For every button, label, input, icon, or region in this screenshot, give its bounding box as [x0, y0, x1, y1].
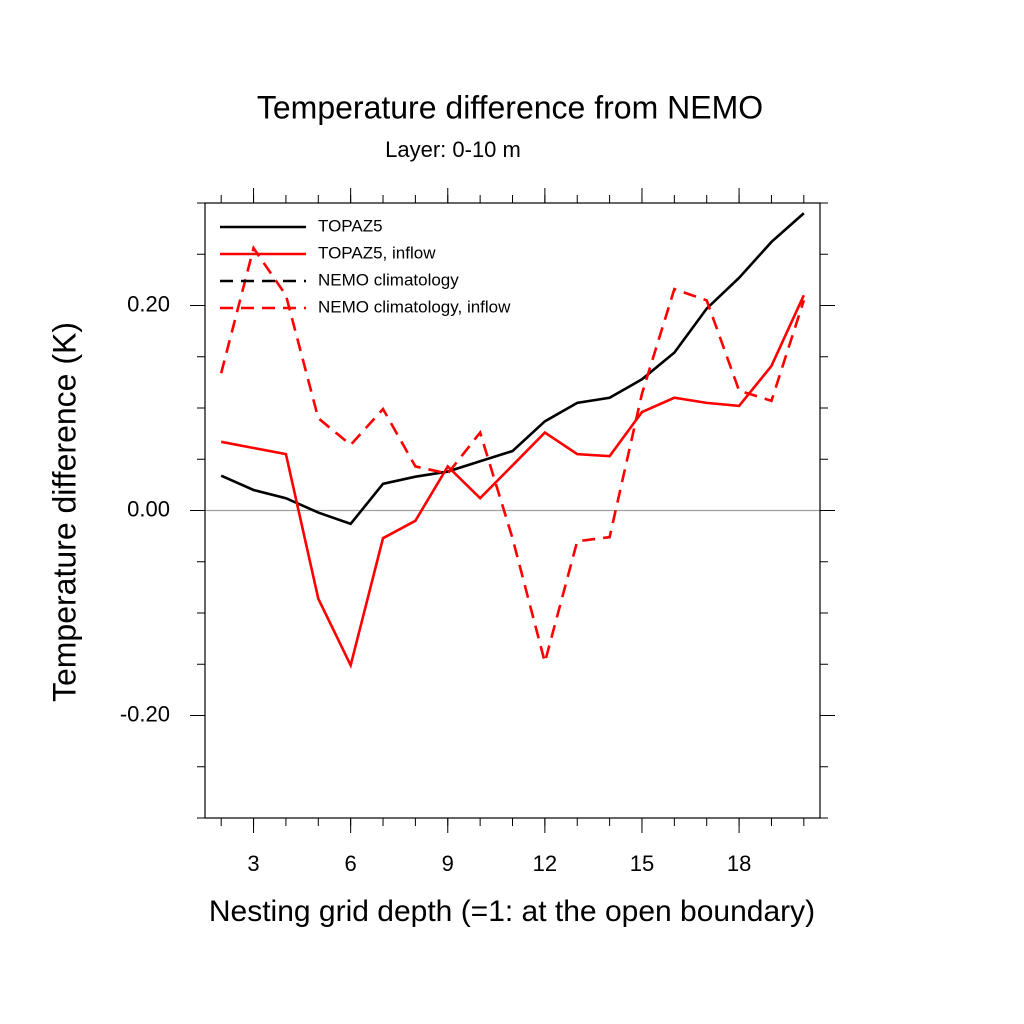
legend-label: NEMO climatology [318, 270, 459, 289]
x-axis-label: Nesting grid depth (=1: at the open boun… [209, 895, 815, 928]
series-line [219, 245, 806, 668]
x-tick-label: 15 [630, 851, 654, 876]
x-tick-label: 6 [345, 851, 357, 876]
legend-label: TOPAZ5, inflow [318, 243, 436, 262]
y-tick-label: 0.00 [127, 496, 170, 521]
chart-subtitle: Layer: 0-10 m [385, 137, 521, 162]
legend-label: TOPAZ5 [318, 216, 383, 235]
x-tick-label: 12 [533, 851, 557, 876]
chart-title: Temperature difference from NEMO [257, 89, 763, 125]
y-tick-label: -0.20 [120, 701, 170, 726]
legend-label: NEMO climatology, inflow [318, 297, 511, 316]
series-line [220, 294, 805, 670]
x-tick-label: 3 [247, 851, 259, 876]
x-tick-label: 18 [727, 851, 751, 876]
y-axis-label: Temperature difference (K) [46, 322, 82, 702]
plot-frame [204, 202, 821, 819]
series-line [220, 212, 805, 526]
x-tick-label: 9 [442, 851, 454, 876]
y-tick-label: 0.20 [127, 291, 170, 316]
